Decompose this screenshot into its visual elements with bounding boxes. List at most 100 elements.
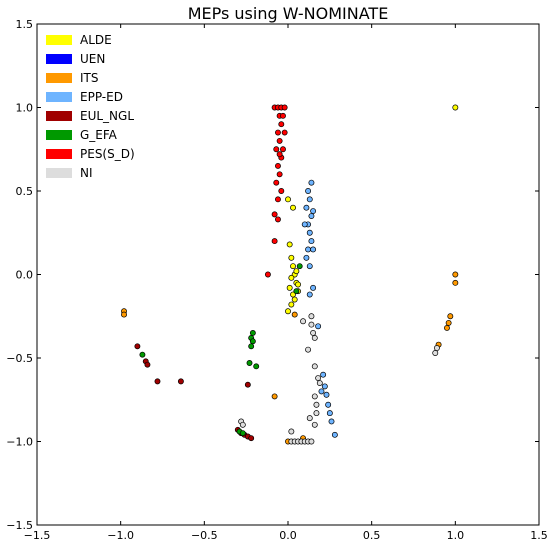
data-point — [311, 393, 318, 400]
data-point — [308, 238, 315, 245]
data-point — [286, 241, 293, 248]
data-point — [447, 313, 454, 320]
data-point — [305, 346, 312, 353]
data-point — [275, 196, 281, 203]
data-point — [278, 188, 285, 194]
data-point — [313, 401, 320, 408]
x-tick-label: 1.0 — [447, 529, 465, 542]
x-tick-label: −1.5 — [24, 529, 51, 542]
data-point — [303, 254, 310, 261]
data-point — [275, 216, 281, 223]
data-point — [248, 435, 255, 442]
data-point — [296, 263, 303, 270]
points-layer — [121, 104, 459, 445]
y-tick-label: −0.5 — [6, 352, 33, 365]
data-point — [325, 401, 332, 408]
data-point — [288, 274, 295, 281]
data-point — [328, 418, 335, 425]
x-tick-label: 1.5 — [530, 529, 548, 542]
data-point — [154, 378, 161, 385]
data-point — [321, 383, 328, 390]
data-point — [278, 121, 285, 128]
data-point — [273, 146, 280, 153]
y-tick-label: 0.5 — [16, 185, 34, 198]
data-point — [144, 361, 151, 368]
legend-swatch — [46, 168, 72, 178]
data-point — [248, 343, 255, 350]
y-tick-label: −1.0 — [6, 436, 33, 449]
data-point — [276, 171, 283, 178]
data-point — [121, 311, 127, 318]
legend-swatch — [46, 130, 72, 140]
y-tick-label: 1.0 — [16, 102, 34, 115]
data-point — [311, 421, 318, 428]
data-point — [286, 284, 293, 291]
data-point — [303, 204, 310, 211]
data-point — [311, 335, 318, 341]
legend-label: ALDE — [80, 33, 112, 47]
data-point — [306, 196, 313, 203]
data-point — [139, 351, 146, 358]
data-point — [264, 271, 271, 278]
legend-label: G_EFA — [80, 128, 118, 142]
legend-label: PES(S_D) — [80, 147, 135, 161]
data-point — [290, 263, 296, 270]
data-point — [311, 363, 318, 370]
data-point — [308, 313, 315, 320]
x-tick-label: 0.0 — [279, 529, 297, 542]
data-point — [280, 112, 286, 119]
data-point — [288, 254, 295, 261]
data-point — [305, 188, 312, 194]
data-point — [253, 363, 260, 370]
data-point — [275, 162, 281, 169]
data-point — [433, 345, 440, 351]
legend-label: EUL_NGL — [80, 109, 134, 123]
data-point — [452, 104, 459, 111]
data-point — [293, 288, 300, 295]
x-tick-label: −1.0 — [107, 529, 134, 542]
legend-swatch — [46, 92, 72, 102]
data-point — [301, 221, 308, 228]
data-point — [310, 246, 317, 253]
chart-title: MEPs using W-NOMINATE — [188, 4, 389, 23]
data-point — [306, 263, 313, 270]
legend: ALDE UEN ITS EPP-ED EUL_NGL G_EFA PES(S_D) NI — [46, 33, 135, 180]
y-tick-label: −1.5 — [6, 519, 33, 532]
data-point — [300, 318, 307, 325]
data-point — [271, 393, 278, 400]
data-point — [310, 330, 317, 336]
data-point — [244, 381, 251, 388]
data-point — [326, 410, 333, 417]
data-point — [308, 213, 315, 219]
data-point — [452, 279, 459, 286]
data-point — [323, 391, 330, 398]
legend-label: NI — [80, 166, 93, 180]
data-point — [271, 238, 278, 245]
data-point — [318, 388, 325, 395]
data-point — [444, 324, 450, 331]
data-point — [288, 301, 295, 308]
data-point — [285, 196, 291, 203]
data-point — [306, 415, 313, 422]
data-point — [432, 350, 439, 356]
legend-swatch — [46, 149, 72, 159]
data-point — [273, 179, 280, 186]
legend-label: ITS — [80, 71, 99, 85]
data-point — [445, 319, 452, 326]
y-tick-label: 1.5 — [16, 18, 34, 31]
axes-layer: −1.5 −1.0 −0.5 0.0 0.5 1.0 1.5 1.5 1.0 0.5 0.0 −0.5… — [6, 18, 547, 542]
data-point — [310, 284, 317, 291]
data-point — [275, 129, 281, 136]
data-point — [239, 421, 246, 428]
data-point — [276, 137, 283, 144]
data-point — [452, 271, 459, 278]
data-point — [293, 268, 300, 275]
legend-label: UEN — [80, 52, 105, 66]
data-point — [306, 229, 313, 236]
x-tick-label: 0.5 — [363, 529, 381, 542]
data-point — [308, 438, 315, 445]
data-point — [310, 208, 317, 214]
data-point — [320, 371, 327, 378]
data-point — [308, 321, 315, 328]
